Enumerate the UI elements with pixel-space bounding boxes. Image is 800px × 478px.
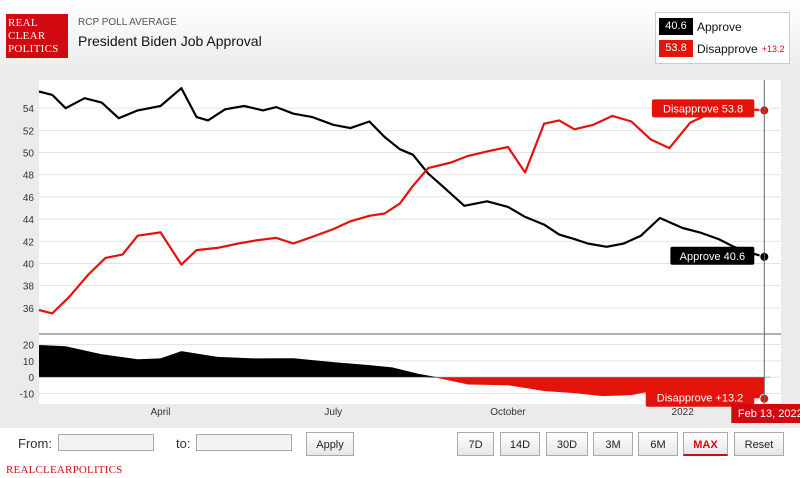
y-tick-label: 36 [23,304,35,315]
svg-text:Disapprove 53.8: Disapprove 53.8 [663,103,743,115]
from-date-input[interactable] [58,434,154,451]
to-label: to: [176,436,191,451]
chart-title: President Biden Job Approval [78,33,262,49]
svg-text:Feb 13, 2022: Feb 13, 2022 [738,408,800,420]
y-tick-label: 46 [23,193,35,204]
range-6m-button[interactable]: 6M [638,432,678,456]
spread-y-tick-label: -10 [20,389,35,400]
to-date-input[interactable] [196,434,292,451]
footer-brand: REALCLEARPOLITICS [6,464,123,476]
y-tick-label: 54 [23,104,35,115]
range-30d-button[interactable]: 30D [546,432,588,456]
spread-area-disapprove [39,377,765,399]
y-tick-label: 52 [23,126,35,137]
spread-y-tick-label: 0 [28,373,34,384]
x-tick-label: October [490,407,526,418]
approve-value-badge: 40.6 [659,18,693,35]
range-7d-button[interactable]: 7D [457,432,494,456]
svg-text:Disapprove +13.2: Disapprove +13.2 [657,393,744,405]
cursor-date-label: Feb 13, 2022 [731,404,800,423]
disapprove-annotation: Disapprove 53.8 [651,99,755,118]
series-line-approve[interactable] [38,87,765,258]
range-14d-button[interactable]: 14D [500,432,540,456]
spread-annotation: Disapprove +13.2 [645,388,755,407]
legend-disapprove[interactable]: 53.8 Disapprove +13.2 [659,40,784,57]
legend-approve[interactable]: 40.6 Approve [659,18,742,35]
chart-area[interactable]: 36 38 40 42 44 46 48 50 52 54 20 10 0 -10 April July O… [0,72,800,428]
header: REAL CLEAR POLITICS RCP POLL AVERAGE Pre… [0,0,800,72]
y-tick-label: 48 [23,171,35,182]
spread-y-tick-label: 10 [23,357,35,368]
rcp-logo[interactable]: REAL CLEAR POLITICS [6,14,68,58]
y-tick-label: 38 [23,282,35,293]
apply-button[interactable]: Apply [306,432,354,456]
x-tick-label: April [151,407,171,418]
controls-bar: From: to: Apply 7D 14D 30D 3M 6M MAX Res… [0,428,800,462]
spread-value: +13.2 [761,43,785,54]
y-tick-label: 40 [23,259,35,270]
from-label: From: [18,436,52,451]
plot-background [39,80,781,404]
reset-button[interactable]: Reset [734,432,784,456]
svg-text:Approve 40.6: Approve 40.6 [680,251,745,263]
range-3m-button[interactable]: 3M [593,432,633,456]
series-line-disapprove[interactable] [38,102,765,315]
y-tick-label: 44 [23,215,35,226]
spread-area-approve [39,345,765,378]
approve-label: Approve [697,19,742,34]
y-tick-label: 50 [23,149,35,160]
disapprove-label: Disapprove [697,41,758,56]
disapprove-value-badge: 53.8 [659,40,693,57]
x-tick-label: July [324,407,342,418]
approve-annotation: Approve 40.6 [670,246,755,265]
spread-y-tick-label: 20 [23,341,35,352]
legend: 40.6 Approve 53.8 Disapprove +13.2 [655,12,790,64]
range-max-button[interactable]: MAX [683,432,728,456]
poll-average-label: RCP POLL AVERAGE [78,17,177,28]
y-tick-label: 42 [23,237,35,248]
x-tick-label: 2022 [672,407,695,418]
